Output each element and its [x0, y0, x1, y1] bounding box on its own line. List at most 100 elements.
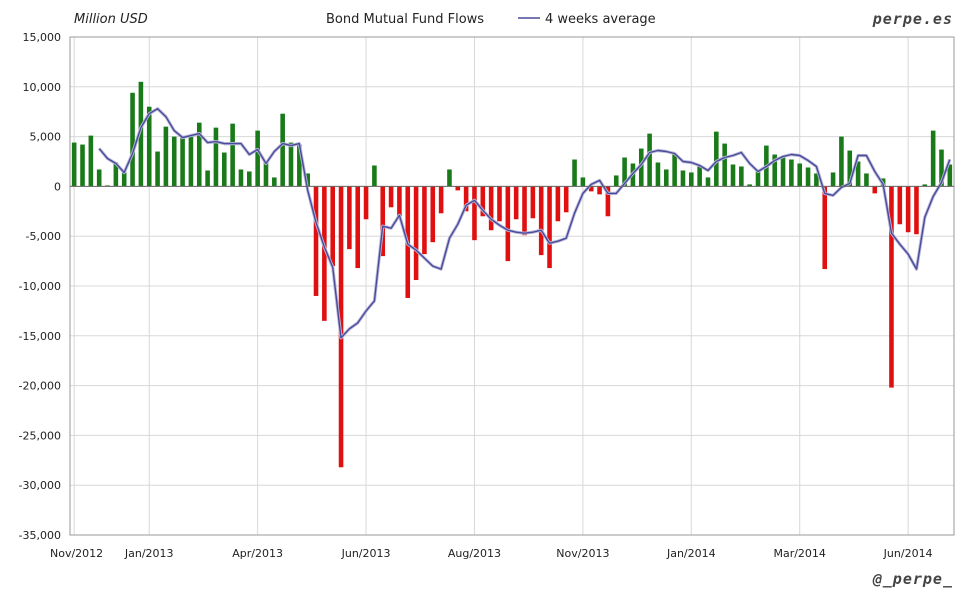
bar-negative	[538, 186, 544, 256]
bar-negative	[422, 186, 427, 255]
bar-positive	[814, 173, 819, 187]
bar-negative	[488, 186, 494, 231]
bar-negative	[505, 186, 511, 262]
bar-positive	[705, 177, 711, 187]
average-line-series	[97, 107, 952, 340]
bar-positive	[939, 149, 944, 187]
bar-positive	[280, 113, 285, 187]
bar-positive	[580, 177, 586, 187]
bar-positive	[447, 169, 452, 187]
x-tick-label: Jan/2013	[124, 547, 174, 560]
x-tick-label: Jun/2014	[883, 547, 933, 560]
bar-negative	[563, 186, 569, 213]
bar-positive	[163, 126, 169, 187]
bar-positive	[305, 173, 310, 187]
bar-positive	[255, 130, 260, 187]
bar-positive	[146, 106, 152, 187]
bar-positive	[797, 163, 803, 187]
bar-negative	[889, 186, 894, 388]
bar-positive	[647, 133, 652, 187]
bar-positive	[196, 122, 202, 187]
bar-positive	[130, 92, 135, 187]
bar-negative	[522, 186, 527, 236]
bar-positive	[205, 170, 210, 187]
bar-negative	[347, 186, 352, 250]
x-tick-label: Jun/2013	[341, 547, 391, 560]
bar-positive	[689, 172, 694, 187]
bar-positive	[663, 169, 669, 187]
bar-positive	[789, 159, 794, 187]
bar-positive	[839, 136, 844, 187]
chart-title: Bond Mutual Fund Flows	[326, 12, 484, 27]
bar-positive	[155, 151, 160, 187]
bar-positive	[138, 81, 144, 187]
y-tick-label: -30,000	[19, 479, 61, 492]
bar-negative	[513, 186, 519, 220]
bar-positive	[930, 130, 936, 187]
bar-positive	[272, 177, 277, 187]
y-tick-label: 10,000	[23, 81, 62, 94]
bar-negative	[330, 186, 335, 267]
bar-negative	[597, 186, 602, 195]
bar-negative	[322, 186, 327, 321]
bar-negative	[463, 186, 469, 212]
bar-positive	[88, 135, 94, 187]
bar-negative	[605, 186, 611, 217]
bar-positive	[572, 159, 577, 187]
bar-positive	[805, 167, 811, 187]
unit-label: Million USD	[74, 12, 148, 27]
plot-frame	[69, 36, 955, 536]
bar-positive	[739, 166, 744, 187]
y-tick-label: -35,000	[19, 529, 61, 542]
bar-negative	[413, 186, 419, 281]
bar-positive	[830, 172, 836, 187]
bar-negative	[313, 186, 319, 296]
y-tick-label: -25,000	[19, 429, 61, 442]
bar-positive	[188, 136, 194, 187]
bar-positive	[697, 166, 702, 187]
bar-positive	[96, 169, 102, 187]
bar-negative	[897, 186, 903, 225]
axes: 15,000 10,000 5,000 0 -5,000 -10,000 -15,000 -2…	[19, 31, 955, 560]
bar-negative	[905, 186, 911, 233]
bar-positive	[855, 161, 861, 187]
bar-negative	[355, 186, 361, 269]
bar-negative	[555, 186, 561, 222]
bar-positive	[297, 144, 302, 187]
bar-negative	[480, 186, 486, 217]
bar-negative	[380, 186, 386, 257]
average-line	[98, 108, 951, 339]
x-tick-label: Apr/2013	[232, 547, 283, 560]
bar-positive	[747, 184, 752, 187]
bar-positive	[947, 164, 953, 187]
bar-negative	[438, 186, 444, 214]
bar-positive	[622, 157, 627, 187]
bar-positive	[113, 162, 119, 187]
bar-positive	[247, 171, 252, 187]
bar-negative	[472, 186, 477, 241]
bar-positive	[121, 172, 127, 187]
bar-positive	[672, 154, 677, 187]
bar-negative	[872, 186, 878, 194]
y-tick-label: -10,000	[19, 280, 61, 293]
bar-positive	[847, 150, 853, 187]
bar-positive	[922, 184, 928, 187]
bar-positive	[230, 123, 235, 187]
bar-positive	[221, 152, 227, 187]
bar-positive	[722, 143, 727, 187]
bar-positive	[680, 170, 686, 187]
bar-negative	[530, 186, 536, 219]
bar-positive	[714, 131, 719, 187]
y-tick-label: 5,000	[30, 131, 62, 144]
bar-positive	[755, 169, 761, 187]
legend-label-average: 4 weeks average	[545, 12, 656, 27]
bar-positive	[80, 144, 85, 187]
y-tick-label: -15,000	[19, 330, 61, 343]
bar-positive	[171, 136, 177, 187]
bar-positive	[638, 148, 644, 187]
bar-positive	[730, 164, 736, 187]
y-tick-label: 15,000	[23, 31, 62, 44]
bar-positive	[263, 161, 269, 187]
bar-negative	[455, 186, 461, 191]
